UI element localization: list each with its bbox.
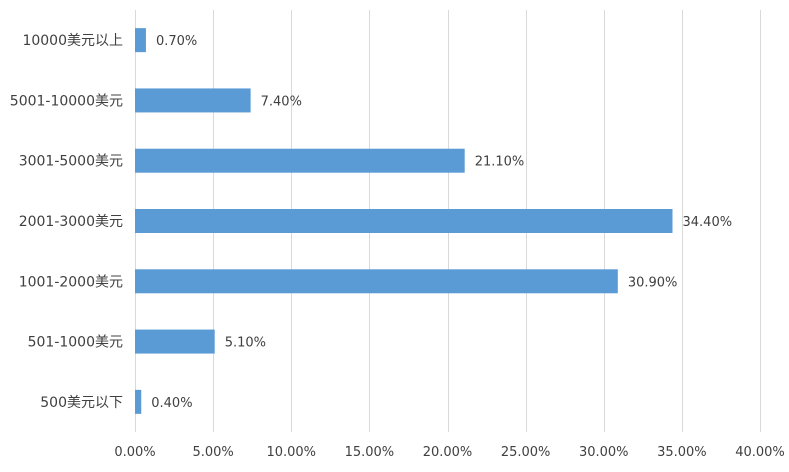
- bar: [135, 88, 251, 113]
- data-label: 0.40%: [151, 396, 192, 411]
- category-label: 3001-5000美元: [19, 154, 123, 170]
- data-label: 0.70%: [156, 34, 197, 49]
- bar: [135, 209, 673, 233]
- data-labels: 0.70% 7.40% 21.10% 34.40% 30.90% 5.10% 0.40%: [151, 34, 732, 411]
- data-label: 5.10%: [225, 336, 266, 351]
- category-label: 500美元以下: [40, 395, 123, 411]
- x-tick-label: 20.00%: [423, 445, 473, 460]
- bar: [135, 329, 215, 354]
- category-label: 1001-2000美元: [19, 274, 123, 290]
- category-labels: 10000美元以上 5001-10000美元 3001-5000美元 2001-300…: [10, 33, 123, 411]
- x-tick-label: 30.00%: [579, 445, 629, 460]
- bars: [135, 28, 673, 414]
- x-tick-label: 10.00%: [266, 445, 316, 460]
- x-tick-label: 0.00%: [114, 445, 155, 460]
- x-tick-label: 5.00%: [192, 445, 233, 460]
- data-label: 34.40%: [683, 215, 733, 230]
- x-tick-label: 35.00%: [657, 445, 707, 460]
- category-label: 2001-3000美元: [19, 214, 123, 230]
- category-label: 10000美元以上: [22, 33, 123, 49]
- bar: [135, 148, 465, 173]
- bar: [135, 28, 146, 53]
- x-tick-label: 15.00%: [345, 445, 395, 460]
- x-tick-label: 40.00%: [735, 445, 785, 460]
- data-label: 30.90%: [628, 275, 678, 290]
- data-label: 7.40%: [261, 94, 302, 109]
- category-label: 5001-10000美元: [10, 93, 123, 109]
- x-tick-labels: 0.00% 5.00% 10.00% 15.00% 20.00% 25.00% 30.00%…: [114, 445, 784, 460]
- data-label: 21.10%: [475, 155, 525, 170]
- category-label: 501-1000美元: [28, 335, 123, 351]
- x-tick-label: 25.00%: [501, 445, 551, 460]
- bar: [135, 269, 618, 294]
- bar: [135, 389, 142, 414]
